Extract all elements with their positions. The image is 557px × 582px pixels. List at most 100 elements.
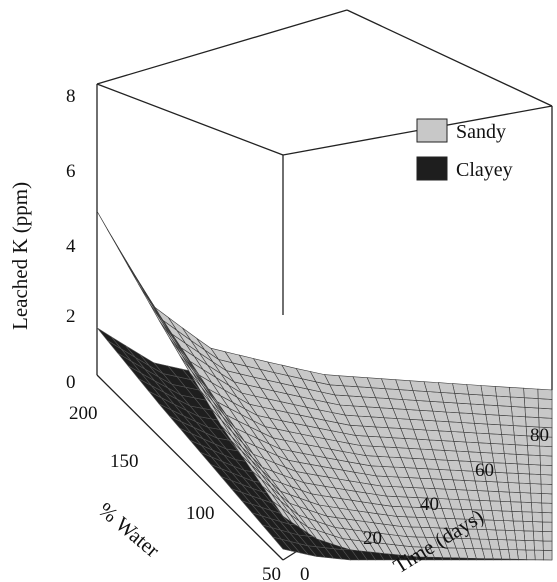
z-tick-label: 2 (66, 306, 76, 327)
surface-facet (512, 425, 528, 437)
surface-facet (520, 501, 533, 513)
surface-facet (527, 454, 541, 466)
surface-facet (96, 211, 122, 253)
surface-facet (494, 386, 511, 398)
surface-facet (516, 463, 530, 475)
surface-facet (540, 474, 553, 485)
surface-facet (528, 464, 542, 475)
z-tick-label: 8 (66, 86, 76, 107)
surface-facet (513, 434, 528, 446)
surface-facet (529, 473, 542, 485)
surface-facet (541, 502, 553, 514)
legend-swatch-clayey (416, 156, 448, 181)
z-tick-label: 6 (66, 161, 76, 182)
surface-facet (507, 482, 521, 493)
surface-facet (510, 406, 526, 418)
x-tick-label: 80 (530, 425, 549, 446)
surface-facet (482, 394, 499, 406)
surface-facet (480, 385, 497, 397)
box-top-right-edge (346, 9, 553, 107)
surface-facet (474, 422, 490, 435)
z-tick-label: 0 (66, 372, 76, 393)
surface-facet (541, 512, 553, 523)
sandy-surface (96, 211, 553, 561)
surface-facet (493, 462, 508, 474)
y-tick-label: 150 (110, 451, 139, 472)
x-tick-label: 60 (475, 460, 494, 481)
surface-facet (540, 464, 553, 476)
surface-facet (498, 414, 514, 426)
surface-facet (452, 383, 469, 395)
surface-facet (508, 491, 522, 503)
surface-facet (488, 433, 504, 445)
surface-facet (530, 492, 543, 504)
y-axis-ticks: 200 150 100 50 (69, 403, 281, 582)
surface-facet (522, 520, 534, 532)
surface-facet (515, 539, 527, 551)
surface-facet (505, 462, 519, 474)
surface-facet (501, 434, 516, 446)
surface-facet (517, 473, 531, 484)
legend: Sandy Clayey (416, 118, 513, 181)
x-tick-label: 20 (363, 528, 382, 549)
surface-facet (539, 455, 553, 466)
surface-facet (499, 424, 515, 436)
surface-facet (527, 445, 541, 456)
surface-facet (541, 521, 553, 533)
x-axis-ticks: 0 20 40 60 80 (300, 425, 549, 582)
legend-swatch-sandy (416, 118, 448, 143)
surface-facet (490, 443, 505, 454)
y-tick-label: 100 (186, 503, 215, 524)
surface-facet (540, 483, 553, 495)
surface-facet (470, 403, 487, 415)
x-tick-label: 40 (420, 494, 439, 515)
legend-label-clayey: Clayey (456, 159, 513, 181)
surface-facet (476, 432, 491, 444)
box-top-left-edge (96, 9, 348, 85)
y-axis-title: % Water (94, 497, 165, 562)
y-tick-label: 200 (69, 403, 98, 424)
surface-facet (523, 530, 535, 541)
surface-facet (519, 492, 532, 503)
z-tick-label: 4 (66, 236, 76, 257)
surface-facet (515, 453, 530, 465)
surface-facet (537, 388, 553, 400)
surface-facet (498, 491, 511, 503)
surface-facet (503, 453, 518, 465)
surface-facet (485, 414, 501, 426)
surface-facet (506, 472, 520, 484)
surface-facet (491, 452, 506, 464)
surface-facet (542, 540, 553, 551)
legend-label-sandy: Sandy (456, 121, 506, 143)
surface-facet (502, 443, 517, 455)
surface-facet (509, 396, 526, 408)
surface-facet (510, 501, 523, 513)
surface-facet (466, 384, 483, 396)
surface-facet (542, 549, 553, 561)
surface-facet (487, 423, 502, 435)
surface-facet (508, 386, 525, 399)
surface-facet (542, 531, 553, 542)
surface-facet (468, 393, 485, 406)
surface-facet (537, 398, 553, 410)
y-tick-label: 50 (262, 564, 281, 582)
surface-facet (539, 445, 553, 457)
surface-facet (511, 510, 524, 522)
surface-facet (483, 404, 500, 416)
surface-facet (511, 415, 527, 427)
surface-facet (521, 511, 533, 522)
z-axis-title: Leached K (ppm) (8, 182, 32, 330)
surface-facet (495, 471, 509, 483)
surface-facet (534, 549, 544, 561)
surface-facet (497, 405, 513, 417)
surface-facet (518, 482, 532, 494)
surface-facet (533, 540, 544, 551)
surface-facet (514, 530, 526, 541)
box-front-top-edge (96, 83, 284, 156)
surface-facet (499, 500, 513, 512)
surface-facet (524, 540, 535, 551)
x-tick-label: 0 (300, 564, 310, 582)
box-floor-left-edge (96, 374, 284, 561)
surface-facet (472, 413, 488, 425)
